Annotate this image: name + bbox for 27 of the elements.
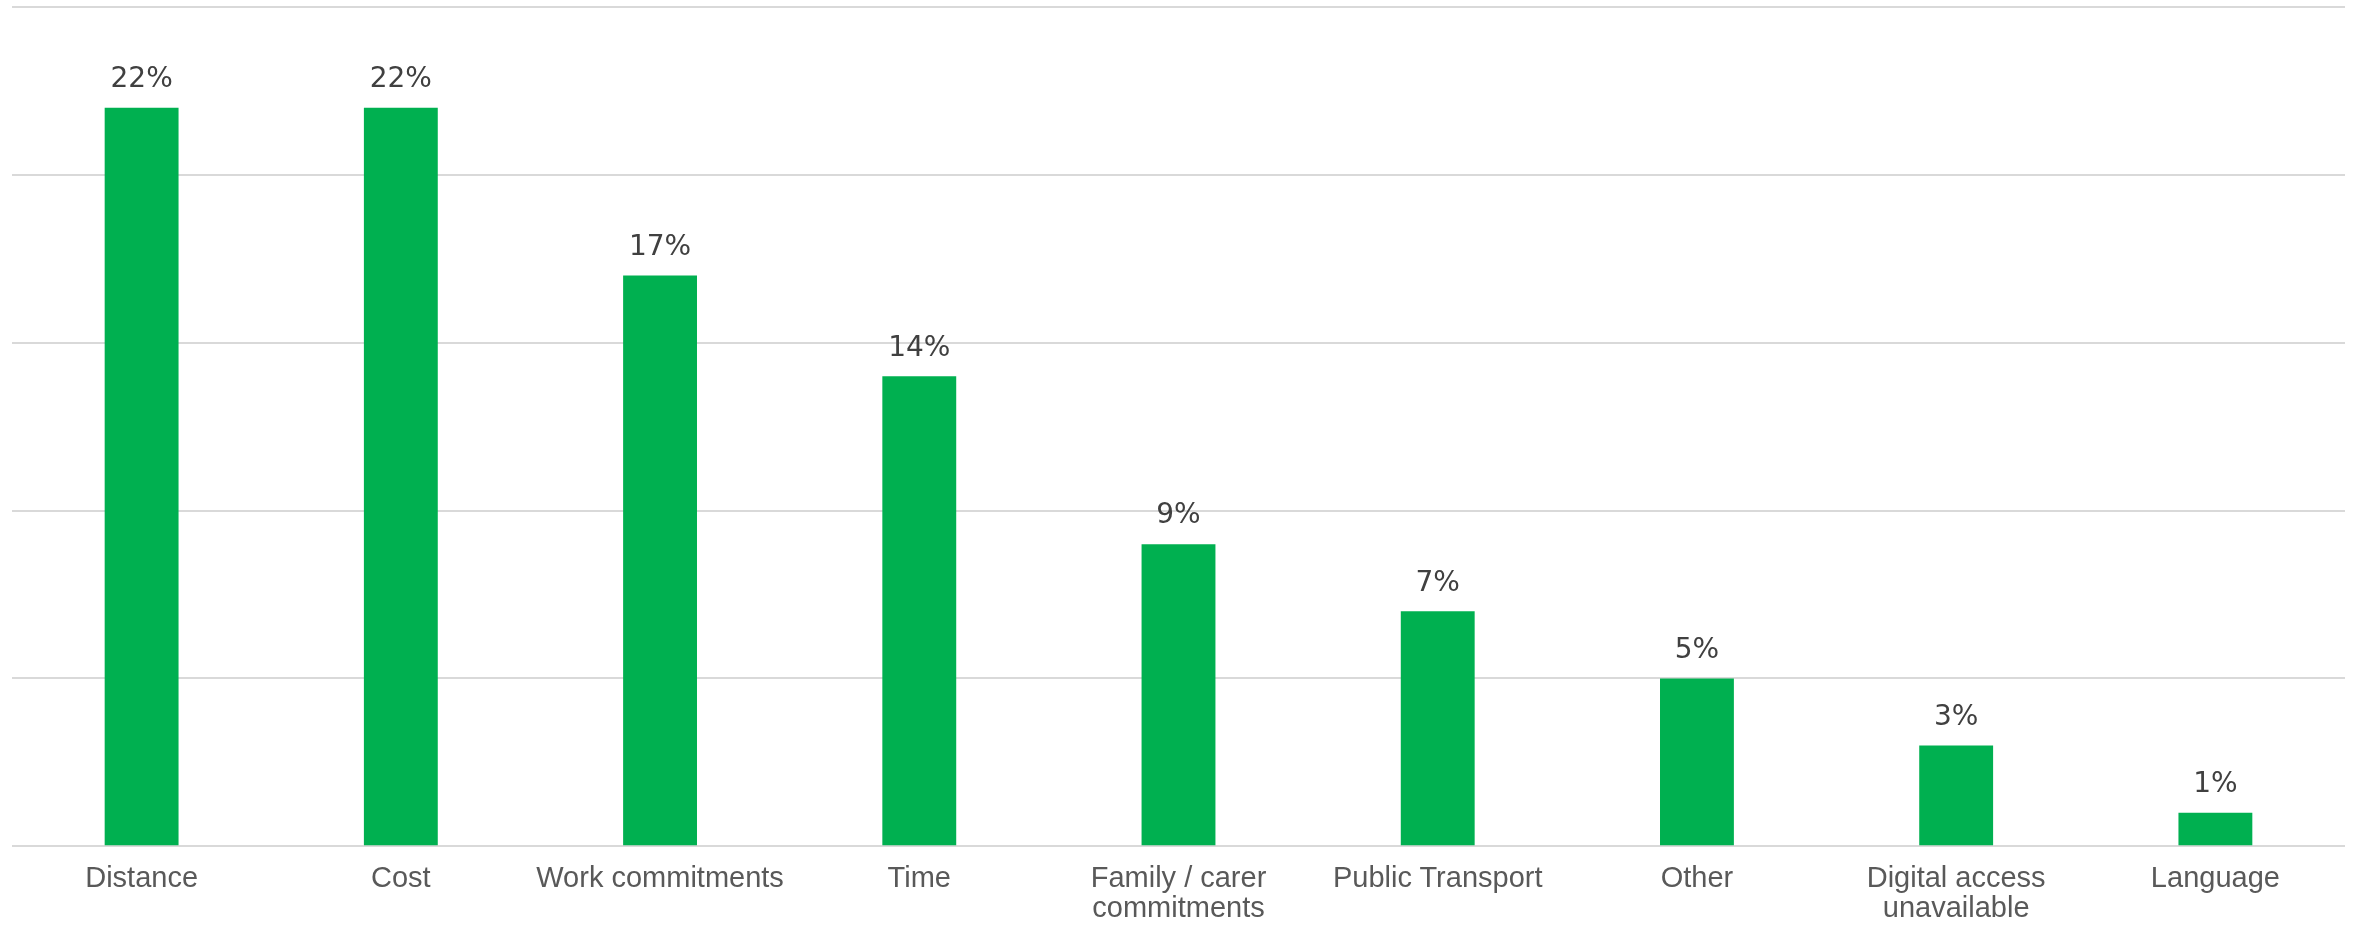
bar bbox=[1660, 678, 1734, 846]
data-label: 5% bbox=[1674, 631, 1720, 665]
bar bbox=[104, 107, 179, 846]
x-tick-label: Language bbox=[2150, 861, 2280, 894]
bar bbox=[1141, 544, 1216, 846]
x-tick-label: Family / carer commitments bbox=[1090, 861, 1267, 924]
bar bbox=[1919, 745, 1994, 846]
bar bbox=[623, 275, 697, 846]
x-tick-label: Other bbox=[1660, 861, 1734, 894]
data-label: 22% bbox=[110, 60, 173, 94]
data-label: 3% bbox=[1933, 698, 1979, 732]
data-label: 7% bbox=[1415, 564, 1460, 598]
data-label: 17% bbox=[628, 228, 692, 262]
x-tick-label: Distance bbox=[85, 861, 199, 894]
data-label: 22% bbox=[369, 60, 432, 94]
data-label: 9% bbox=[1156, 497, 1201, 531]
x-tick-label: Time bbox=[887, 861, 951, 894]
x-tick-label: Cost bbox=[371, 861, 431, 894]
x-tick-label: Digital access unavailable bbox=[1866, 861, 2046, 924]
bar bbox=[2178, 812, 2253, 846]
bar bbox=[363, 107, 438, 846]
data-label: 1% bbox=[2193, 765, 2238, 799]
x-tick-label: Work commitments bbox=[536, 861, 784, 894]
bar bbox=[882, 376, 957, 846]
bar bbox=[1400, 611, 1475, 846]
x-tick-label: Public Transport bbox=[1332, 861, 1543, 894]
data-label: 14% bbox=[888, 329, 951, 363]
